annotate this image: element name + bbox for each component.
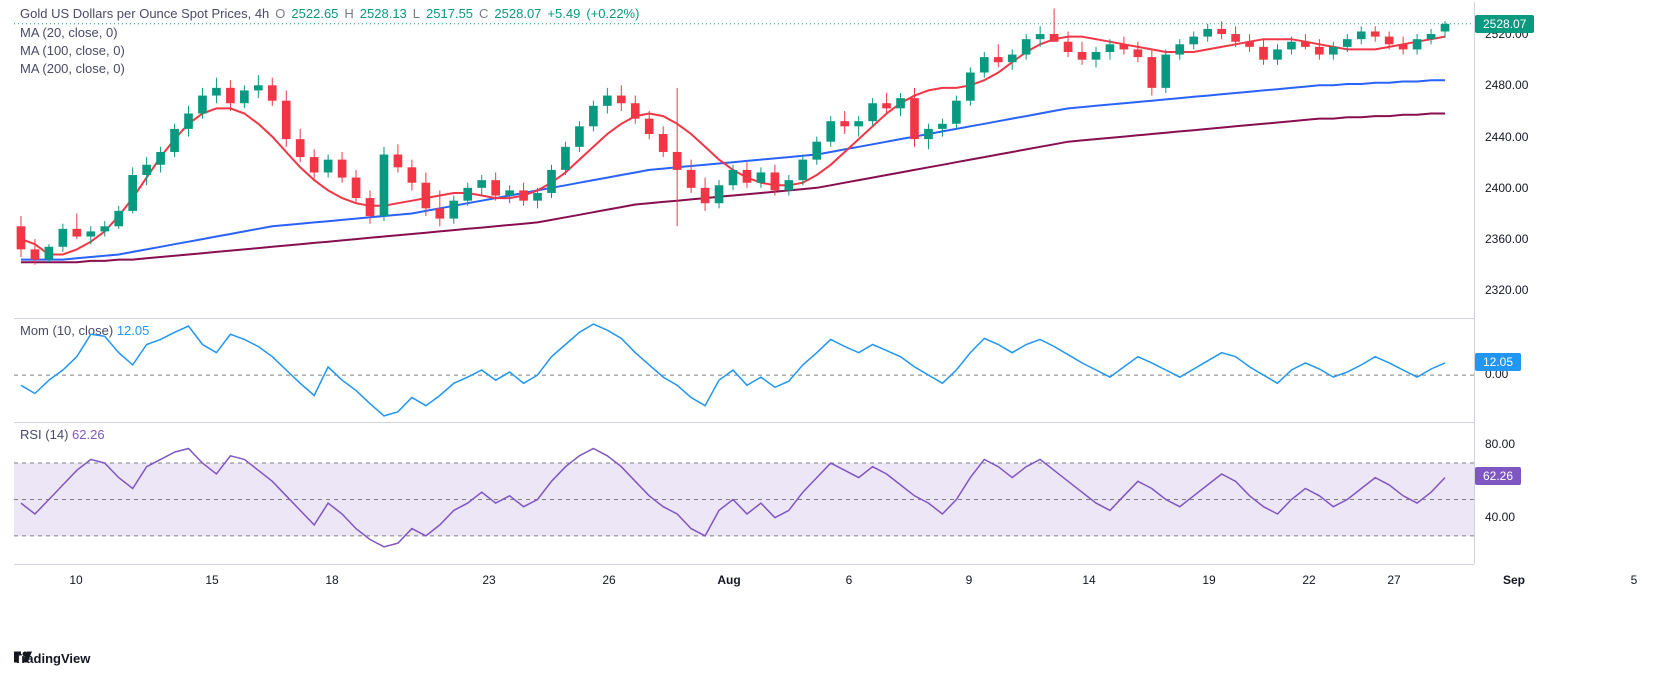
price-tick: 2320.00 — [1485, 283, 1528, 297]
price-tick: 2480.00 — [1485, 78, 1528, 92]
time-tick: 10 — [69, 573, 82, 587]
time-tick: 15 — [205, 573, 218, 587]
tradingview-logo: TradingView — [14, 651, 90, 666]
time-tick: 14 — [1082, 573, 1095, 587]
price-tick: 2440.00 — [1485, 130, 1528, 144]
time-tick: 22 — [1302, 573, 1315, 587]
time-tick: 26 — [602, 573, 615, 587]
rsi-pane[interactable]: RSI (14) 62.26 — [14, 422, 1474, 564]
time-tick: 18 — [325, 573, 338, 587]
rsi-tick: 40.00 — [1485, 510, 1515, 524]
last-price-tag: 2528.07 — [1475, 15, 1534, 33]
time-tick: 9 — [966, 573, 973, 587]
time-tick: Aug — [717, 573, 740, 587]
rsi-tick: 80.00 — [1485, 437, 1515, 451]
price-tick: 2400.00 — [1485, 181, 1528, 195]
price-tick: 2360.00 — [1485, 232, 1528, 246]
time-tick: 5 — [1631, 573, 1638, 587]
tradingview-icon — [14, 651, 32, 663]
time-tick: 23 — [482, 573, 495, 587]
mom-value-tag: 12.05 — [1475, 353, 1521, 371]
time-tick: 19 — [1202, 573, 1215, 587]
time-tick: Sep — [1503, 573, 1525, 587]
price-pane[interactable] — [14, 2, 1474, 316]
momentum-pane[interactable]: Mom (10, close) 12.05 — [14, 318, 1474, 420]
time-tick: 6 — [846, 573, 853, 587]
time-tick: 27 — [1387, 573, 1400, 587]
price-axis: 2320.002360.002400.002440.002480.002520.… — [1474, 2, 1674, 564]
rsi-value-tag: 62.26 — [1475, 467, 1521, 485]
time-axis: 1015182326Aug6914192227Sep5 — [14, 564, 1474, 598]
tradingview-chart[interactable]: Gold US Dollars per Ounce Spot Prices, 4… — [0, 0, 1675, 674]
